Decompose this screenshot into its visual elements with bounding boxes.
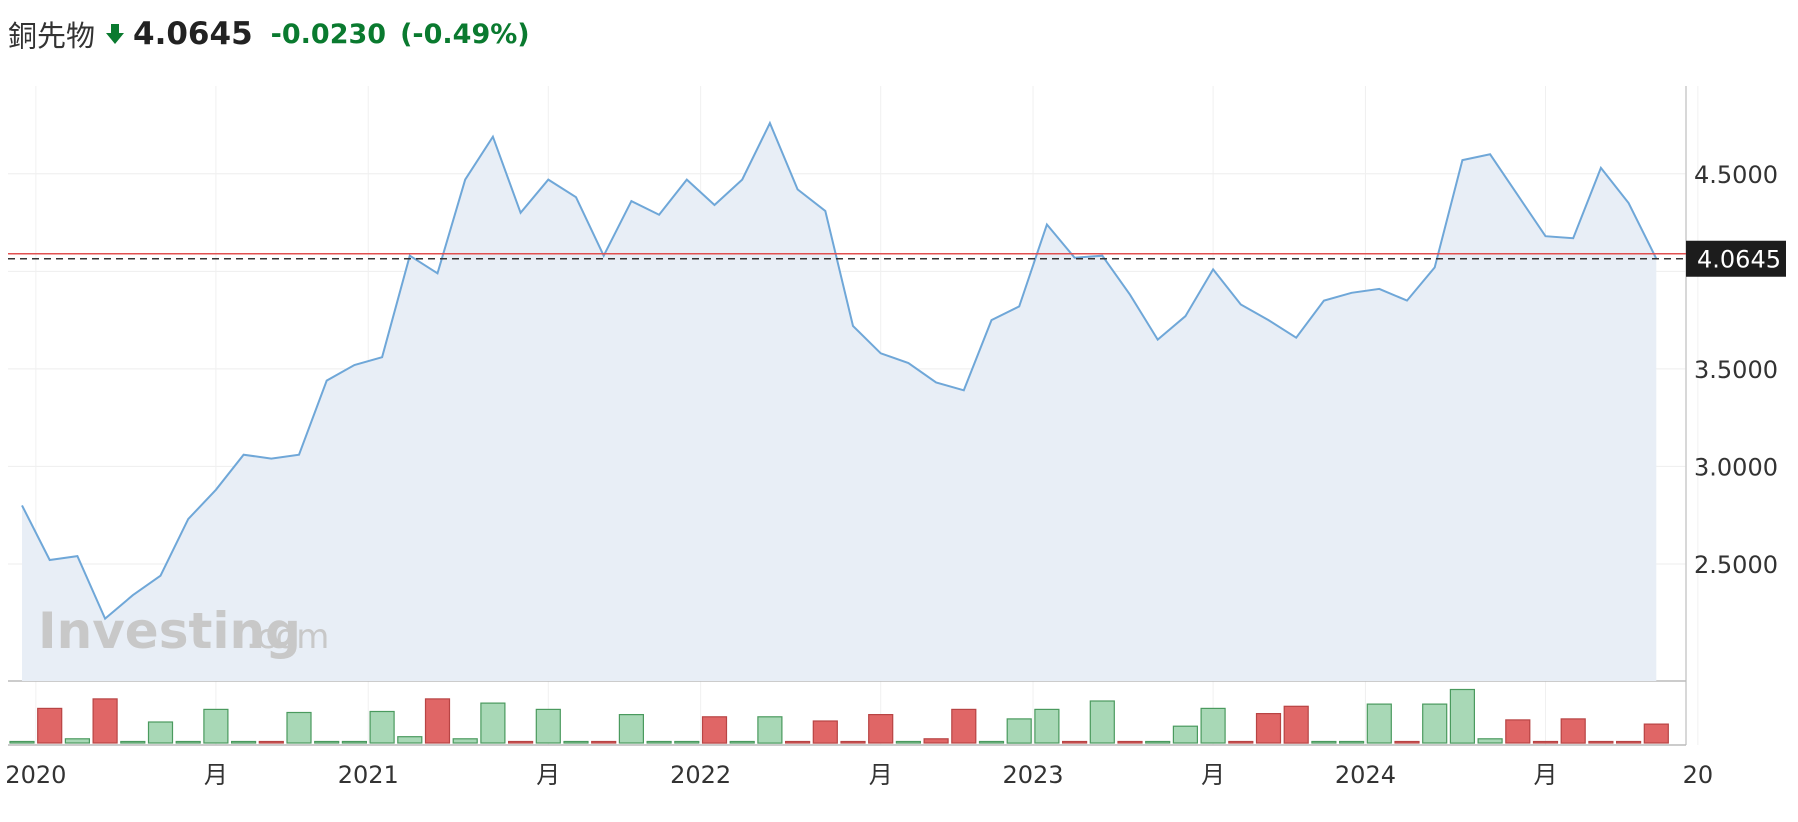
arrow-down-icon <box>105 23 125 45</box>
volume-bar <box>1117 740 1143 744</box>
x-tick-label: 月 <box>1201 761 1225 789</box>
price-change-percent: (-0.49%) <box>400 18 530 50</box>
volume-bar <box>258 740 284 744</box>
volume-bar <box>1200 707 1226 744</box>
volume-bar <box>314 740 340 744</box>
volume-bar <box>535 708 561 744</box>
instrument-header: 銅先物 4.0645 -0.0230 (-0.49%) <box>8 14 530 54</box>
y-tick-label: 3.0000 <box>1694 453 1778 481</box>
x-tick-label: 2021 <box>338 761 399 789</box>
x-tick-label: 月 <box>536 761 560 789</box>
volume-bar <box>1255 712 1282 744</box>
volume-bar <box>923 738 949 744</box>
price-line <box>21 120 1658 621</box>
volume-bar <box>1338 740 1365 744</box>
y-tick-label: 4.5000 <box>1694 161 1778 189</box>
y-tick-label: 3.5000 <box>1694 356 1778 384</box>
volume-bar <box>369 710 395 744</box>
volume-bar <box>951 708 977 744</box>
volume-bar <box>1366 703 1392 744</box>
price-change: -0.0230 <box>270 18 387 50</box>
volume-bar <box>64 738 91 744</box>
volume-bar <box>120 740 146 744</box>
watermark-suffix: .com <box>246 617 329 657</box>
volume-bar <box>646 740 672 744</box>
volume-bar <box>729 740 755 744</box>
volume-bar <box>9 740 35 744</box>
volume-bar <box>812 720 838 744</box>
volume-bar <box>1006 718 1032 744</box>
volume-bar <box>618 713 645 744</box>
volume-bar <box>341 740 367 744</box>
volume-bar <box>1034 708 1060 744</box>
volume-bar <box>1560 718 1586 744</box>
volume-bar <box>452 738 478 744</box>
x-tick-label: 2024 <box>1335 761 1396 789</box>
volume-bar <box>591 740 617 744</box>
volume-bar <box>37 707 63 744</box>
x-tick-label: 2023 <box>1003 761 1064 789</box>
x-tick-label: 月 <box>204 761 228 789</box>
instrument-name: 銅先物 <box>8 19 96 53</box>
volume-bar <box>1311 740 1337 744</box>
volume-bar <box>1588 740 1614 744</box>
volume-bar <box>978 740 1005 744</box>
x-axis: 2020 月 2021 月 2022 月 2023 月 2024 月 20 <box>5 761 1713 789</box>
volume-bar <box>1505 719 1531 744</box>
volume-bar <box>424 698 451 744</box>
watermark-brand: Investing <box>38 602 301 660</box>
volume-bar <box>895 740 922 744</box>
x-tick-label: 20 <box>1683 761 1714 789</box>
volume-bar <box>203 708 229 744</box>
volume-bar <box>1283 705 1309 744</box>
volume-bar <box>701 716 728 744</box>
volume-bar <box>92 698 118 744</box>
volume-bar <box>231 740 257 744</box>
volume-bar <box>147 721 174 744</box>
volume-bar <box>480 702 506 744</box>
x-tick-label: 月 <box>869 761 893 789</box>
price-area-fill <box>22 123 1657 682</box>
volume-bar <box>1477 738 1503 744</box>
volume-bar <box>1145 740 1171 744</box>
volume-bar <box>868 713 894 744</box>
x-tick-label: 2022 <box>670 761 731 789</box>
volume-bar <box>784 740 811 744</box>
volume-bar <box>1449 688 1476 744</box>
volume-bar <box>508 740 534 744</box>
volume-bars <box>9 688 1669 744</box>
investing-watermark: Investing .com <box>38 602 329 660</box>
volume-bar <box>286 711 312 744</box>
volume-bar <box>1089 700 1115 744</box>
reference-lines <box>8 253 1686 260</box>
x-tick-label: 2020 <box>5 761 66 789</box>
volume-bar <box>563 740 589 744</box>
volume-bar <box>674 740 700 744</box>
last-price: 4.0645 <box>133 16 253 52</box>
last-price-label-box <box>1686 240 1786 277</box>
y-axis: 2.5000 3.0000 3.5000 4.5000 <box>1694 161 1778 579</box>
last-price-axis-label: 4.0645 <box>1697 246 1781 274</box>
volume-bar <box>1172 725 1199 744</box>
volume-bar <box>1615 740 1642 744</box>
y-tick-label: 2.5000 <box>1694 551 1778 579</box>
volume-bar <box>1228 740 1254 744</box>
volume-bar <box>1061 740 1088 744</box>
volume-bar <box>175 740 201 744</box>
volume-bar <box>840 740 866 744</box>
volume-bar <box>397 736 423 744</box>
volume-bar <box>757 716 783 744</box>
volume-bar <box>1532 740 1559 744</box>
volume-bar <box>1394 740 1420 744</box>
volume-bar <box>1643 723 1669 744</box>
last-price-marker: 4.0645 <box>1686 240 1786 277</box>
volume-bar <box>1422 703 1448 744</box>
x-tick-label: 月 <box>1534 761 1558 789</box>
